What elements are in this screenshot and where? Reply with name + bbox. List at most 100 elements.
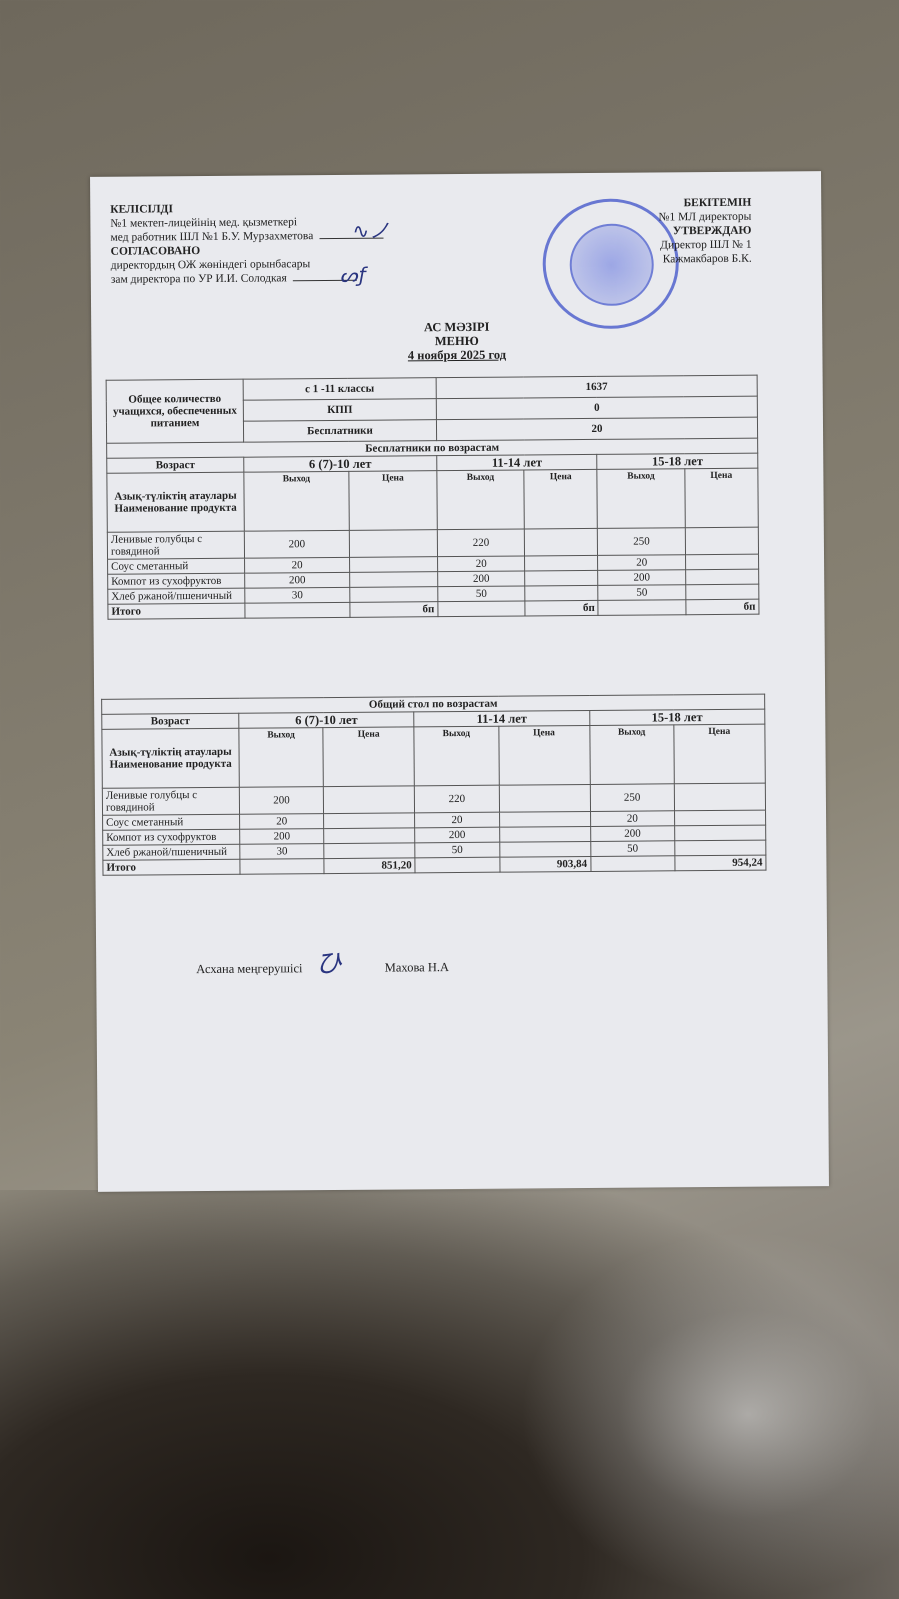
price-value [685,554,759,570]
director-ru: Директор ШЛ № 1 [660,238,752,252]
footer-signature: Асхана меңгерушісі ひ Махова Н.А [196,942,449,981]
age-group: 6 (7)-10 лет [238,711,415,729]
total-spacer [437,600,526,617]
yield-header: Выход [243,471,350,532]
deputy-ru: зам директора по УР И.И. Солодкая [110,272,287,286]
yield-value: 220 [437,528,525,557]
price-header: Цена [498,725,590,786]
total-value: 954,24 [674,855,766,871]
product-label: Азық-түліктің атаулары Наименование прод… [101,728,240,789]
price-value [674,783,766,811]
yield-value: 200 [239,786,324,815]
price-value [685,584,759,600]
summary-label: Общее количество учащихся, обеспеченных … [106,379,244,444]
free-meals-table: Общее количество учащихся, обеспеченных … [105,374,760,620]
subheader-row: Азық-түліктің атаулары Наименование прод… [106,468,759,533]
age-group: 15-18 лет [597,453,758,470]
menu-document: КЕЛІСІЛДІ №1 мектеп-лицейінің мед. қызме… [90,171,829,1192]
total-value: бп [525,600,599,616]
price-value [349,556,438,573]
approval-block: БЕКІТЕМІН №1 МЛ директоры УТВЕРЖДАЮ Дире… [658,196,751,267]
emblem-icon [569,223,655,307]
product-name: Компот из сухофруктов [107,573,245,590]
total-label: Итого [102,859,241,876]
price-value [323,827,416,844]
product-name: Хлеб ржаной/пшеничный [107,588,245,605]
age-group: 11-14 лет [414,710,590,727]
product-name: Компот из сухофруктов [102,829,240,846]
yield-value: 200 [437,570,526,587]
total-spacer [598,599,686,616]
signature-deputy: ᔕƒ [340,262,366,287]
total-label: Итого [107,603,245,620]
price-value [349,586,438,603]
price-header: Цена [684,468,759,528]
price-value [524,570,599,586]
summary-category: с 1 -11 классы [243,377,437,401]
yield-value: 20 [239,813,324,830]
age-group: 6 (7)-10 лет [243,455,437,473]
price-header: Цена [524,469,598,529]
yield-value: 50 [415,842,500,858]
yield-value: 200 [598,569,686,586]
price-value [674,810,766,826]
yield-value: 250 [589,783,675,812]
price-value [525,585,599,601]
total-spacer [244,602,350,619]
yield-value: 200 [239,828,324,845]
summary-category: Бесплатники [243,419,437,443]
signature-canteen-head: ひ [315,948,342,980]
product-name: Ленивые голубцы с говядиной [102,787,240,816]
summary-category: КПП [243,398,437,422]
signature-med-worker: ∿ノ [352,218,390,243]
total-value: 903,84 [499,856,591,873]
price-value [674,840,766,856]
total-spacer [239,858,325,875]
document-title: АС МӘЗІРІ МЕНЮ 4 ноября 2025 год [91,317,822,365]
yield-header: Выход [597,468,686,529]
yield-value: 20 [590,810,675,827]
yield-header: Выход [589,724,675,785]
product-name: Хлеб ржаной/пшеничный [102,844,240,861]
yield-header: Выход [238,727,324,788]
approve-kz: БЕКІТЕМІН [683,196,752,210]
total-value: бп [349,601,438,618]
yield-value: 200 [244,572,350,589]
yield-value: 200 [590,825,675,842]
yield-value: 200 [244,530,350,559]
price-value [323,812,415,829]
price-value [674,825,766,841]
yield-value: 200 [414,827,500,843]
price-value [349,571,438,588]
price-value [499,841,591,858]
canteen-head-name: Махова Н.А [384,960,450,975]
director-kz: №1 МЛ директоры [658,210,752,224]
canteen-head-role: Асхана меңгерушісі [196,961,303,977]
subheader-row: Азық-түліктің атаулары Наименование прод… [101,724,766,789]
product-name: Соус сметанный [102,814,240,831]
price-value [685,527,759,555]
age-group: 11-14 лет [436,454,598,471]
age-label: Возраст [106,457,244,474]
price-header: Цена [673,724,766,784]
price-value [323,842,416,859]
yield-value: 20 [597,554,686,571]
yield-value: 250 [597,527,686,556]
yield-header: Выход [436,469,525,530]
yield-header: Выход [414,726,499,786]
price-value [498,784,591,813]
product-name: Ленивые голубцы с говядиной [107,531,245,560]
price-value [323,785,415,814]
product-name: Соус сметанный [107,558,245,575]
yield-value: 50 [437,585,526,602]
price-value [349,529,438,558]
yield-value: 50 [598,584,686,601]
price-value [685,569,759,585]
yield-value: 20 [244,557,350,574]
summary-value: 0 [436,396,758,420]
general-table: Общий стол по возрастам Возраст 6 (7)-10 л… [101,693,767,876]
price-header: Цена [348,470,438,531]
yield-value: 20 [414,812,500,828]
age-group: 15-18 лет [589,709,765,726]
yield-value: 220 [414,785,500,813]
